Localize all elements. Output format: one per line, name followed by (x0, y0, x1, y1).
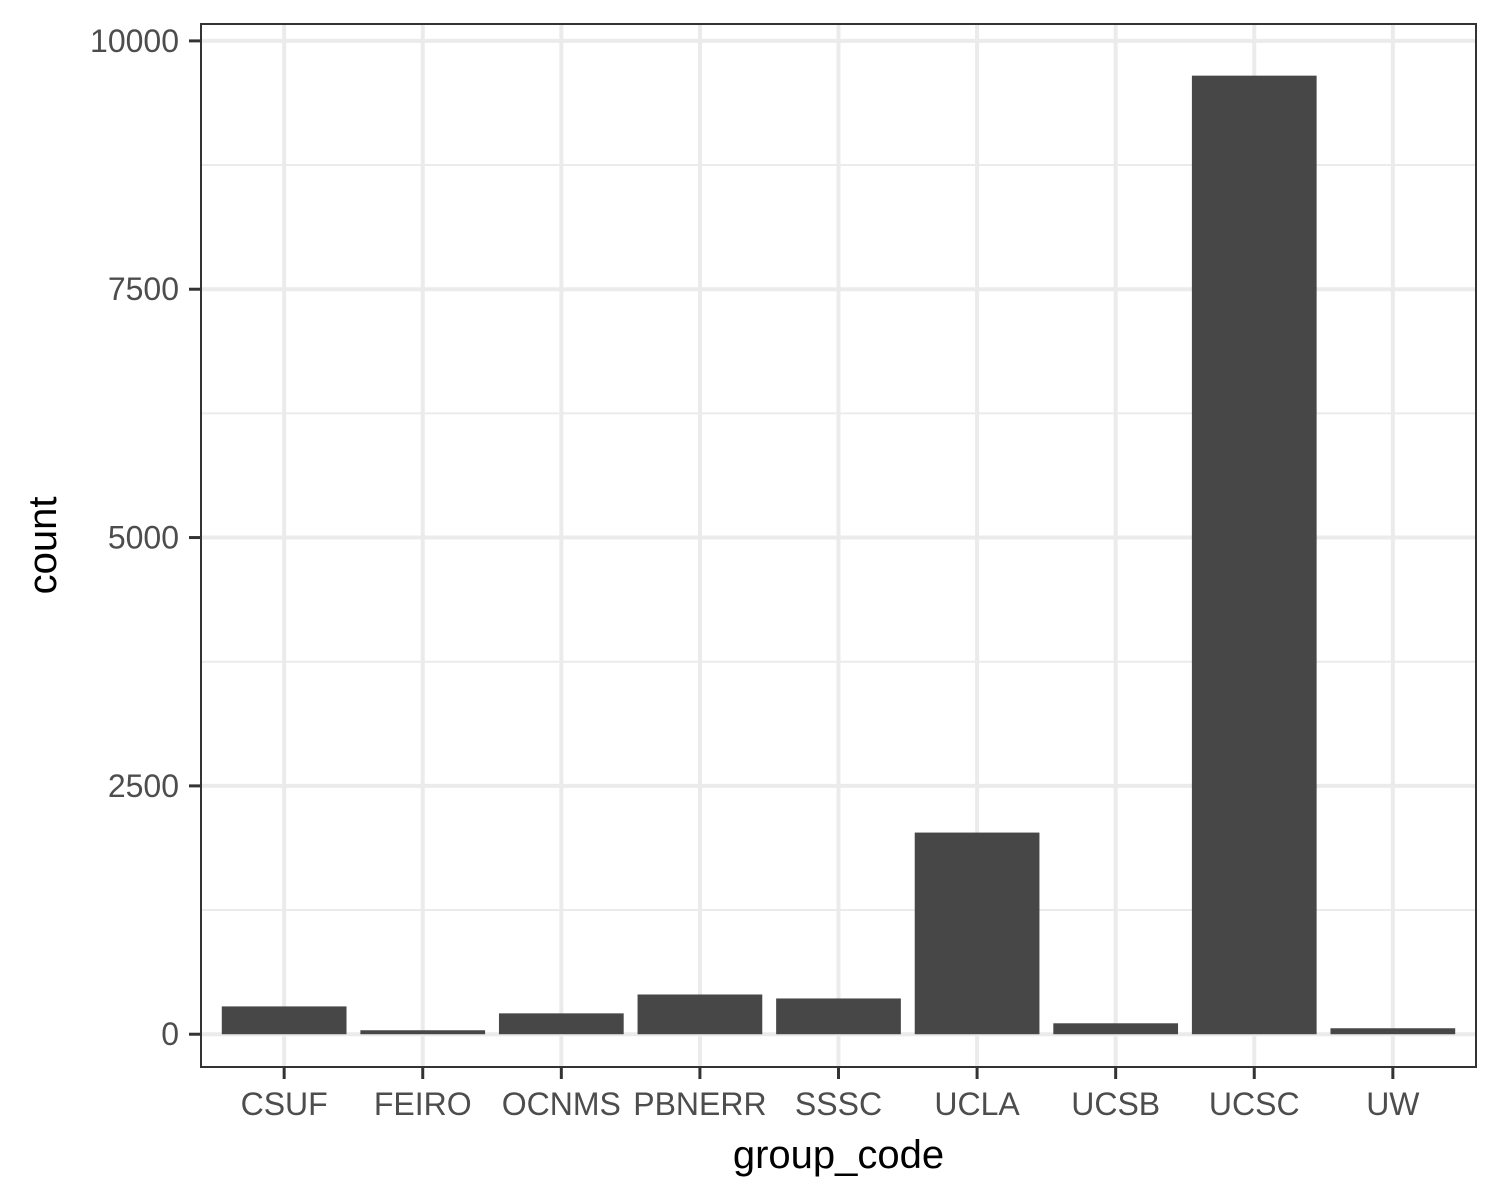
bars (221, 75, 1456, 1035)
x-tick-label: UCLA (934, 1086, 1020, 1122)
x-tick-label: PBNERR (633, 1086, 766, 1122)
y-tick-label: 5000 (108, 520, 179, 556)
x-tick-label: CSUF (241, 1086, 328, 1122)
bar-ucla (914, 832, 1040, 1035)
x-tick-label: UW (1366, 1086, 1420, 1122)
bar-ocnms (498, 1013, 624, 1035)
x-tick-label: SSSC (795, 1086, 882, 1122)
y-tick-label: 0 (161, 1016, 179, 1052)
bar-uw (1330, 1028, 1456, 1035)
bar-pbnerr (637, 994, 763, 1035)
x-tick-label: UCSC (1209, 1086, 1300, 1122)
bar-ucsb (1053, 1023, 1179, 1035)
x-tick-label: UCSB (1071, 1086, 1160, 1122)
x-axis: CSUF FEIRO OCNMS PBNERR SSSC UCLA UCSB UCSC UW (241, 1067, 1420, 1122)
x-tick-label: OCNMS (502, 1086, 621, 1122)
bar-ucsc (1191, 75, 1317, 1035)
bar-sssc (776, 998, 901, 1035)
bar-csuf (221, 1006, 347, 1035)
gridlines (201, 24, 1476, 1067)
y-tick-label: 2500 (108, 768, 179, 804)
y-axis-title: count (21, 497, 65, 595)
y-axis: 0 2500 5000 7500 10000 (90, 23, 201, 1052)
x-axis-title: group_code (733, 1133, 944, 1177)
y-tick-label: 10000 (90, 23, 179, 59)
x-tick-label: FEIRO (374, 1086, 472, 1122)
bar-feiro (360, 1030, 486, 1035)
y-tick-label: 7500 (108, 271, 179, 307)
